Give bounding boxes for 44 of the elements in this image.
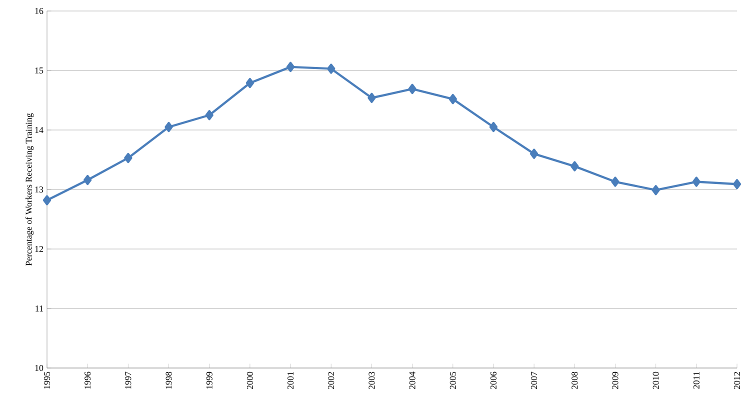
- point: [205, 110, 214, 120]
- point: [368, 92, 376, 103]
- point: [692, 176, 701, 187]
- x-tick-label: 2005: [450, 372, 456, 390]
- x-tick-label: 2012: [734, 372, 740, 390]
- point: [652, 185, 660, 196]
- x-tick-label: 1997: [125, 372, 132, 389]
- point: [530, 148, 538, 159]
- point: [84, 174, 92, 186]
- point: [327, 64, 336, 74]
- point: [408, 84, 416, 94]
- y-tick-label: 14: [35, 127, 44, 133]
- x-tick-label: 1995: [44, 372, 50, 389]
- point: [164, 122, 173, 132]
- x-tick-label: 2008: [572, 372, 578, 390]
- x-tick-label: 2002: [328, 372, 334, 390]
- x-tick-label: 2000: [246, 372, 253, 390]
- point: [732, 179, 742, 190]
- x-tick-label: 2004: [409, 372, 416, 390]
- point: [42, 195, 52, 206]
- point: [489, 122, 498, 132]
- x-tick-label: 1998: [166, 372, 172, 389]
- x-tick-label: 2010: [652, 372, 659, 390]
- x-tick-label: 2006: [490, 372, 497, 390]
- y-tick-label: 16: [35, 8, 44, 14]
- y-tick-label: 12: [35, 246, 43, 252]
- y-tick-label: 15: [35, 67, 44, 74]
- x-tick-label: 1996: [84, 372, 91, 389]
- point: [124, 152, 132, 164]
- y-tick-label: 13: [35, 186, 44, 193]
- point: [286, 62, 295, 72]
- x-tick-label: 2011: [693, 372, 700, 389]
- point: [246, 78, 254, 88]
- y-axis-title: Percentage of Workers Receiving Training: [25, 113, 34, 266]
- y-tick-label: 10: [35, 364, 44, 372]
- y-tick-label: 11: [36, 306, 43, 312]
- point: [611, 176, 620, 187]
- x-tick-label: 1999: [206, 372, 212, 389]
- point: [448, 94, 457, 104]
- x-tick-label: 2007: [531, 372, 538, 390]
- x-tick-label: 2009: [612, 372, 618, 390]
- point: [570, 161, 579, 172]
- x-tick-label: 2003: [368, 372, 375, 390]
- x-tick-label: 2001: [288, 372, 294, 390]
